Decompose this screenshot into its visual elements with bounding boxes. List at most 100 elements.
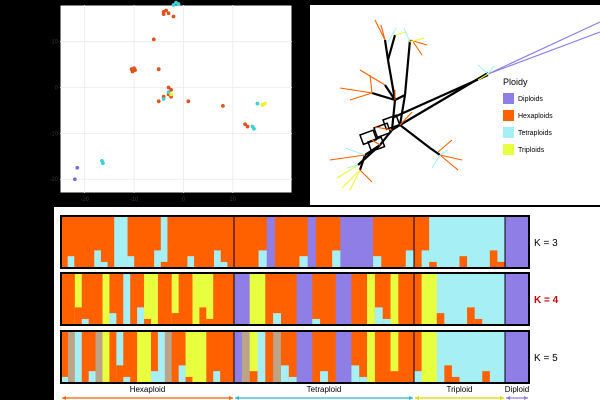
structure-bar xyxy=(241,273,251,325)
group-axis-arrow xyxy=(524,396,528,400)
structure-bar xyxy=(406,331,415,383)
structure-bar xyxy=(497,273,506,325)
structure-bar-fraction xyxy=(150,371,159,383)
structure-bar xyxy=(324,216,333,268)
structure-bar-fraction xyxy=(61,376,69,383)
network-tip-tetraploid xyxy=(431,154,441,169)
structure-bar xyxy=(467,331,476,383)
structure-bar xyxy=(390,331,399,383)
pca-point-diploids xyxy=(75,165,80,170)
network-reticulation xyxy=(367,136,386,153)
structure-bar xyxy=(74,273,83,325)
structure-bar xyxy=(242,216,251,268)
structure-bar-fraction xyxy=(123,376,131,383)
network-tip-hexaploid xyxy=(380,24,386,41)
structure-bar-fraction xyxy=(116,365,124,383)
pca-point-hexaploids xyxy=(166,11,171,16)
network-tip-hexaploid xyxy=(369,74,373,94)
structure-bar xyxy=(274,216,284,268)
pca-point-hexaploids xyxy=(186,99,191,104)
network-edge xyxy=(386,34,397,61)
structure-bar xyxy=(497,216,506,268)
k-label: K = 3 xyxy=(534,238,558,249)
pca-point-hexaploids xyxy=(161,12,166,17)
structure-bar xyxy=(109,273,117,325)
structure-bar xyxy=(505,331,518,383)
structure-bar xyxy=(374,273,384,325)
network-reticulation xyxy=(382,114,401,131)
structure-bar xyxy=(451,216,460,268)
group-axis-arrow xyxy=(62,396,66,400)
structure-row-k5 xyxy=(60,330,530,384)
pca-point-diploids xyxy=(72,177,77,182)
structure-bar-fraction xyxy=(154,250,162,268)
group-axis-arrow xyxy=(415,396,419,400)
structure-bar xyxy=(327,273,337,325)
k-label: K = 5 xyxy=(534,353,558,364)
structure-bar xyxy=(390,273,399,325)
legend-swatch-diploid xyxy=(503,93,514,104)
network-tip-tetraploid xyxy=(346,164,359,169)
pca-plot-frame xyxy=(59,4,293,194)
structure-bar xyxy=(307,216,317,268)
structure-bar xyxy=(359,273,368,325)
structure-bar-fraction xyxy=(497,261,506,268)
structure-bar xyxy=(280,331,290,383)
network-tip-hexaploid xyxy=(439,154,463,161)
network-tip-hexaploid xyxy=(349,92,373,101)
network-tip-tetraploid xyxy=(403,27,411,43)
structure-bar-fraction xyxy=(373,256,382,268)
structure-bar xyxy=(185,273,193,325)
structure-bar xyxy=(192,273,200,325)
structure-bar xyxy=(517,331,530,383)
structure-bar xyxy=(327,331,337,383)
structure-bar xyxy=(482,331,491,383)
structure-bar xyxy=(398,273,407,325)
structure-bar xyxy=(373,216,382,268)
structure-bar xyxy=(467,216,476,268)
structure-bar xyxy=(137,273,145,325)
pca-point-hexaploids xyxy=(171,14,176,19)
pca-point-tetraploids xyxy=(176,2,181,6)
structure-bar xyxy=(234,273,243,325)
structure-bar xyxy=(130,331,138,383)
structure-bar xyxy=(381,216,390,268)
structure-bar xyxy=(505,216,518,268)
network-tip-hexaploid xyxy=(374,126,393,131)
structure-bar xyxy=(335,331,344,383)
structure-bar xyxy=(288,331,298,383)
structure-bar xyxy=(382,331,391,383)
network-tip-tetraploid xyxy=(487,65,495,75)
structure-bar xyxy=(200,216,208,268)
structure-bar xyxy=(489,331,498,383)
structure-bar-fraction xyxy=(451,376,460,383)
structure-bar-fraction xyxy=(74,307,83,325)
pca-points xyxy=(72,0,267,182)
structure-bar xyxy=(116,273,124,325)
structure-bar xyxy=(436,331,445,383)
structure-bar xyxy=(389,216,399,268)
pca-point-tetraploids xyxy=(166,90,171,95)
structure-bar xyxy=(429,273,438,325)
panel-c-label: ) xyxy=(44,229,48,243)
structure-bar xyxy=(459,331,468,383)
pca-point-tetraploids xyxy=(255,101,260,106)
structure-bar xyxy=(164,331,173,383)
structure-bar-fraction xyxy=(88,371,96,383)
structure-bar xyxy=(192,331,200,383)
network-edge xyxy=(429,147,441,156)
structure-bar xyxy=(414,331,422,383)
structure-bar xyxy=(444,331,453,383)
structure-bar xyxy=(257,273,266,325)
structure-bar-fraction xyxy=(206,318,214,325)
panel-a-label: ) xyxy=(44,4,48,18)
structure-bar xyxy=(332,216,341,268)
structure-bar xyxy=(147,216,155,268)
structure-bar xyxy=(497,331,506,383)
structure-bar xyxy=(140,216,148,268)
network-tip-hexaploid xyxy=(439,154,459,171)
structure-bar xyxy=(288,273,298,325)
structure-bar xyxy=(474,331,483,383)
network-edge xyxy=(384,84,396,101)
